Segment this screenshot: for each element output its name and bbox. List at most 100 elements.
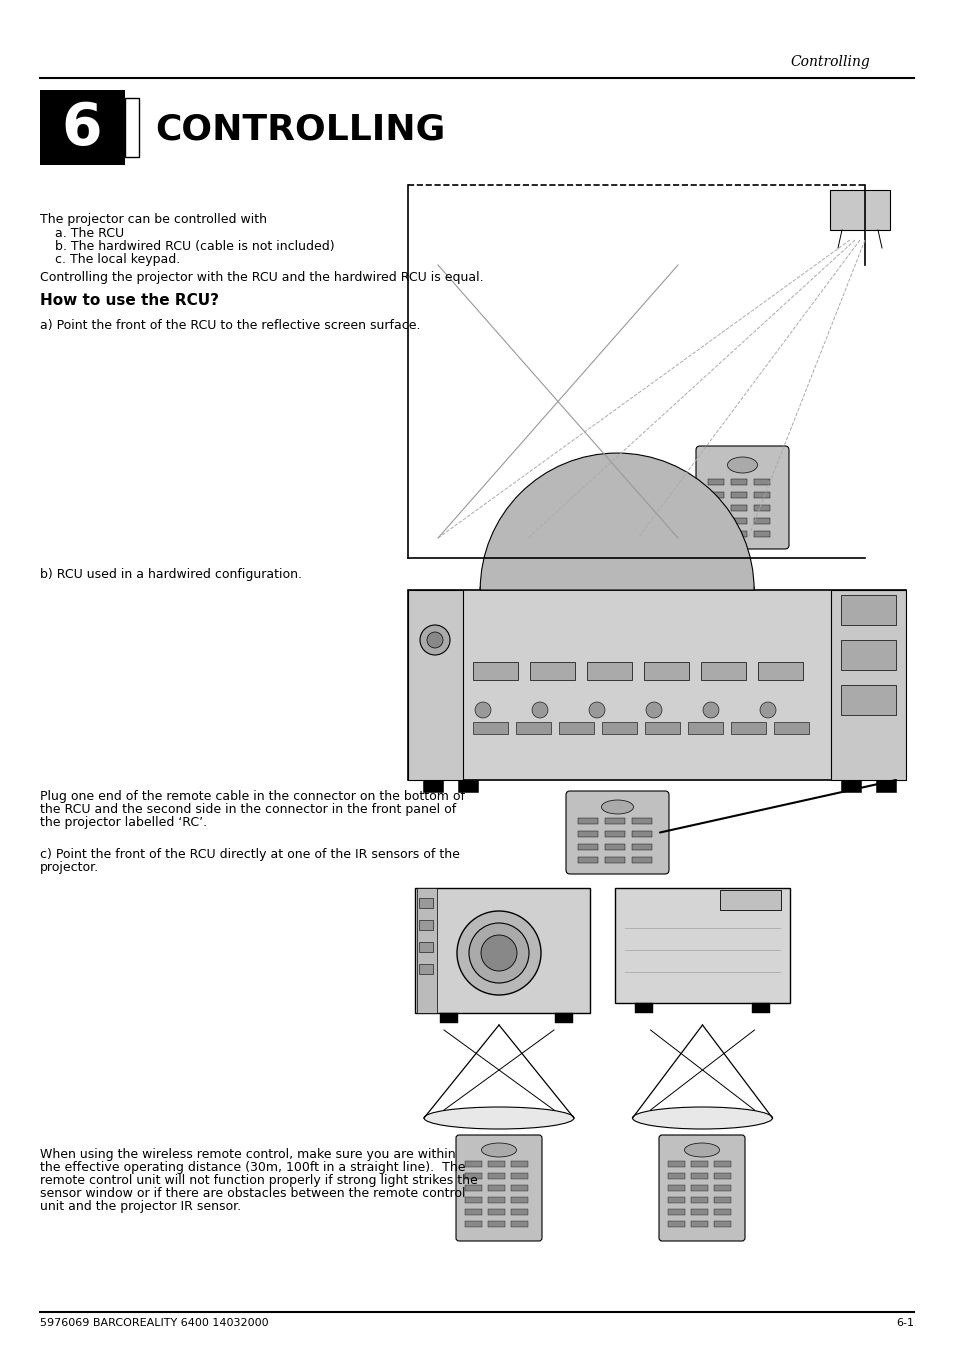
Bar bbox=[488, 1173, 504, 1179]
Bar bbox=[416, 888, 436, 1013]
Bar bbox=[464, 1185, 481, 1192]
Text: projector.: projector. bbox=[40, 861, 99, 874]
Circle shape bbox=[702, 703, 719, 717]
Bar bbox=[516, 721, 551, 734]
Ellipse shape bbox=[632, 1106, 772, 1129]
Bar bbox=[730, 505, 746, 511]
Bar bbox=[690, 1209, 707, 1215]
Circle shape bbox=[456, 911, 540, 994]
Bar bbox=[700, 662, 745, 680]
Ellipse shape bbox=[481, 1143, 516, 1156]
Bar bbox=[418, 942, 433, 952]
Text: When using the wireless remote control, make sure you are within: When using the wireless remote control, … bbox=[40, 1148, 456, 1161]
Bar bbox=[643, 662, 688, 680]
Text: the effective operating distance (30m, 100ft in a straight line).  The: the effective operating distance (30m, 1… bbox=[40, 1161, 465, 1174]
Bar bbox=[457, 780, 477, 792]
Circle shape bbox=[588, 703, 604, 717]
Bar bbox=[558, 721, 594, 734]
Bar bbox=[415, 888, 589, 1013]
FancyBboxPatch shape bbox=[659, 1135, 744, 1242]
Circle shape bbox=[480, 935, 517, 971]
Bar bbox=[631, 857, 651, 863]
Bar bbox=[488, 1185, 504, 1192]
Bar bbox=[667, 1185, 684, 1192]
Bar bbox=[511, 1161, 527, 1167]
Bar bbox=[829, 190, 889, 230]
Bar bbox=[439, 1013, 457, 1023]
Bar bbox=[604, 831, 624, 838]
Bar bbox=[511, 1221, 527, 1227]
Bar bbox=[464, 1209, 481, 1215]
Bar bbox=[418, 920, 433, 929]
Bar bbox=[530, 662, 575, 680]
Text: b) RCU used in a hardwired configuration.: b) RCU used in a hardwired configuration… bbox=[40, 567, 302, 581]
Bar bbox=[488, 1221, 504, 1227]
Bar bbox=[408, 590, 462, 780]
Bar bbox=[713, 1209, 730, 1215]
Bar bbox=[841, 640, 895, 670]
Bar bbox=[511, 1209, 527, 1215]
Bar bbox=[604, 844, 624, 850]
Bar bbox=[473, 662, 517, 680]
Circle shape bbox=[760, 703, 775, 717]
Bar bbox=[667, 1161, 684, 1167]
Bar bbox=[464, 1197, 481, 1202]
Bar bbox=[631, 844, 651, 850]
Ellipse shape bbox=[601, 800, 633, 815]
Bar bbox=[586, 662, 631, 680]
Bar bbox=[604, 817, 624, 824]
Bar bbox=[667, 1197, 684, 1202]
Text: a. The RCU: a. The RCU bbox=[55, 227, 124, 240]
Bar bbox=[690, 1173, 707, 1179]
Text: Controlling the projector with the RCU and the hardwired RCU is equal.: Controlling the projector with the RCU a… bbox=[40, 272, 483, 284]
Bar bbox=[690, 1197, 707, 1202]
Bar bbox=[707, 531, 723, 536]
Text: the projector labelled ‘RC’.: the projector labelled ‘RC’. bbox=[40, 816, 207, 830]
Bar bbox=[667, 1209, 684, 1215]
Bar bbox=[875, 780, 895, 792]
Bar bbox=[408, 590, 905, 780]
Bar bbox=[687, 721, 722, 734]
Bar bbox=[753, 492, 769, 499]
Bar bbox=[730, 517, 746, 524]
Bar bbox=[841, 780, 861, 792]
Bar bbox=[707, 517, 723, 524]
Bar bbox=[707, 505, 723, 511]
Bar bbox=[667, 1221, 684, 1227]
Bar bbox=[751, 1002, 769, 1013]
Text: 6: 6 bbox=[62, 100, 102, 157]
Bar bbox=[555, 1013, 573, 1023]
Bar bbox=[40, 91, 125, 165]
Text: 6-1: 6-1 bbox=[895, 1319, 913, 1328]
Text: a) Point the front of the RCU to the reflective screen surface.: a) Point the front of the RCU to the ref… bbox=[40, 319, 420, 332]
Text: c) Point the front of the RCU directly at one of the IR sensors of the: c) Point the front of the RCU directly a… bbox=[40, 848, 459, 861]
Bar bbox=[464, 1173, 481, 1179]
Circle shape bbox=[645, 703, 661, 717]
Bar bbox=[601, 721, 637, 734]
Bar bbox=[644, 721, 679, 734]
Bar bbox=[713, 1197, 730, 1202]
Bar bbox=[713, 1185, 730, 1192]
Bar bbox=[511, 1197, 527, 1202]
Bar bbox=[758, 662, 802, 680]
Circle shape bbox=[532, 703, 547, 717]
Bar bbox=[720, 890, 781, 911]
Text: c. The local keypad.: c. The local keypad. bbox=[55, 253, 180, 266]
Bar bbox=[730, 492, 746, 499]
Bar bbox=[488, 1197, 504, 1202]
Text: Controlling: Controlling bbox=[789, 55, 869, 69]
FancyBboxPatch shape bbox=[696, 446, 788, 549]
Text: the RCU and the second side in the connector in the front panel of: the RCU and the second side in the conne… bbox=[40, 802, 456, 816]
Text: remote control unit will not function properly if strong light strikes the: remote control unit will not function pr… bbox=[40, 1174, 477, 1188]
Bar bbox=[690, 1221, 707, 1227]
Bar bbox=[511, 1185, 527, 1192]
Circle shape bbox=[419, 626, 450, 655]
Ellipse shape bbox=[684, 1143, 719, 1156]
Bar bbox=[488, 1161, 504, 1167]
Bar bbox=[713, 1161, 730, 1167]
Bar bbox=[690, 1161, 707, 1167]
Bar bbox=[753, 480, 769, 485]
Bar bbox=[578, 844, 598, 850]
Bar bbox=[578, 857, 598, 863]
Bar bbox=[730, 721, 765, 734]
